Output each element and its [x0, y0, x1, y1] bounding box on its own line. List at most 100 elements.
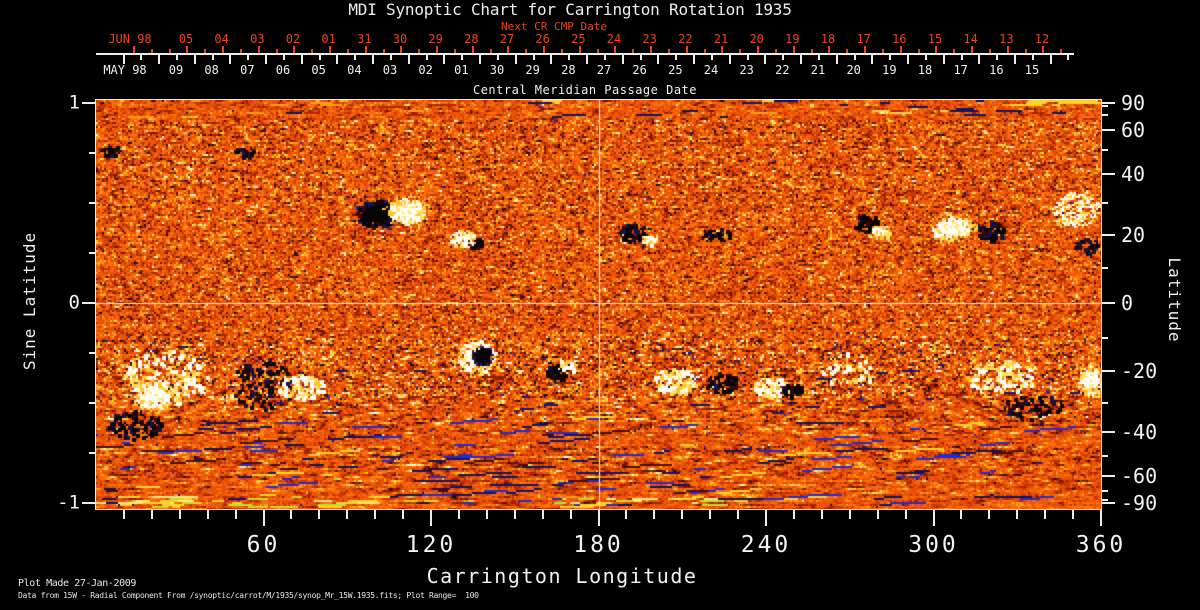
tick-mark: [907, 55, 910, 64]
tick-mark: [336, 55, 339, 64]
tick-mark: [206, 510, 209, 519]
tick-mark: [425, 55, 428, 60]
axis-line: [96, 53, 1074, 55]
next-cr-date-label: 03: [250, 32, 265, 46]
tick-mark: [300, 55, 303, 64]
y-left-axis-title: Sine Latitude: [20, 231, 39, 371]
tick-mark: [436, 46, 439, 54]
tick-mark: [1102, 114, 1108, 117]
tick-mark: [917, 49, 920, 54]
tick-mark: [817, 55, 820, 60]
next-cr-date-label: 19: [785, 32, 800, 46]
cmp-date-label: 01: [454, 63, 469, 77]
tick-mark: [782, 55, 785, 60]
tick-mark: [792, 46, 795, 54]
tick-mark: [953, 49, 956, 54]
tick-mark: [89, 452, 95, 454]
tick-mark: [1060, 49, 1063, 54]
tick-mark: [329, 46, 332, 54]
tick-mark: [978, 55, 981, 64]
tick-mark: [737, 510, 740, 519]
tick-mark: [971, 46, 973, 54]
y-right-tick-label: 40: [1121, 162, 1146, 187]
tick-mark: [89, 202, 95, 204]
tick-mark: [764, 55, 767, 64]
next-cr-date-label: 26: [535, 32, 550, 46]
x-tick-label: 300: [908, 532, 959, 558]
tick-mark: [374, 510, 377, 519]
tick-mark: [657, 55, 660, 64]
tick-mark: [703, 49, 706, 54]
tick-mark: [400, 46, 403, 54]
tick-mark: [485, 510, 488, 519]
tick-mark: [193, 55, 196, 64]
tick-mark: [820, 510, 823, 519]
tick-mark: [496, 55, 499, 60]
tick-mark: [430, 510, 432, 526]
tick-mark: [318, 510, 321, 519]
tick-mark: [560, 49, 563, 54]
tick-mark: [346, 510, 349, 519]
tick-mark: [239, 49, 242, 54]
tick-mark: [234, 510, 237, 519]
tick-mark: [835, 55, 838, 64]
tick-mark: [1102, 173, 1115, 176]
tick-mark: [960, 510, 963, 519]
tick-mark: [293, 46, 296, 54]
cmp-date-label: 25: [668, 63, 683, 77]
tick-mark: [89, 252, 95, 254]
cmp-date-label: 29: [525, 63, 540, 77]
tick-mark: [175, 55, 178, 60]
tick-mark: [532, 55, 535, 60]
tick-mark: [1102, 202, 1108, 204]
cmp-date-label: 17: [953, 63, 968, 77]
tick-mark: [354, 55, 357, 60]
next-cr-date-label: 23: [642, 32, 657, 46]
tick-mark: [543, 46, 546, 54]
tick-mark: [889, 55, 892, 60]
tick-mark: [1102, 402, 1108, 404]
tick-mark: [402, 510, 405, 519]
y-right-tick-label: -40: [1121, 419, 1158, 444]
y-right-tick-label: -20: [1121, 359, 1158, 384]
tick-mark: [150, 510, 153, 519]
tick-mark: [709, 510, 712, 519]
next-cr-date-label: 17: [856, 32, 871, 46]
tick-mark: [1102, 148, 1108, 151]
tick-mark: [569, 510, 572, 519]
tick-mark: [389, 55, 392, 60]
next-cr-date-label: 18: [820, 32, 836, 46]
tick-mark: [82, 502, 95, 504]
cmp-date-label: 05: [311, 63, 326, 77]
tick-mark: [222, 46, 225, 54]
tick-mark: [457, 510, 460, 519]
tick-mark: [275, 49, 278, 54]
tick-mark: [871, 55, 874, 64]
tick-mark: [453, 49, 456, 54]
next-cr-date-label: 29: [428, 32, 443, 46]
tick-mark: [739, 49, 742, 54]
tick-mark: [1102, 233, 1115, 236]
tick-mark: [382, 49, 385, 54]
tick-mark: [1102, 128, 1115, 131]
tick-mark: [1067, 55, 1070, 60]
y-right-tick-label: -90: [1121, 491, 1158, 515]
tick-mark: [265, 55, 268, 64]
next-cr-date-label: 24: [606, 32, 622, 46]
tick-mark: [479, 55, 482, 64]
tick-mark: [133, 46, 135, 54]
tick-mark: [828, 46, 831, 54]
tick-mark: [158, 55, 161, 64]
tick-mark: [757, 46, 760, 54]
tick-mark: [603, 55, 606, 60]
tick-mark: [204, 49, 207, 54]
tick-mark: [1102, 475, 1115, 478]
tick-mark: [810, 49, 813, 54]
cmp-date-label: 15: [1024, 63, 1040, 77]
next-cr-date-label: 14: [963, 32, 978, 46]
tick-mark: [586, 55, 589, 64]
tick-mark: [489, 49, 492, 54]
cmp-date-label: 20: [846, 63, 861, 77]
tick-mark: [257, 46, 260, 54]
y-right-tick-label: 90: [1121, 91, 1146, 115]
